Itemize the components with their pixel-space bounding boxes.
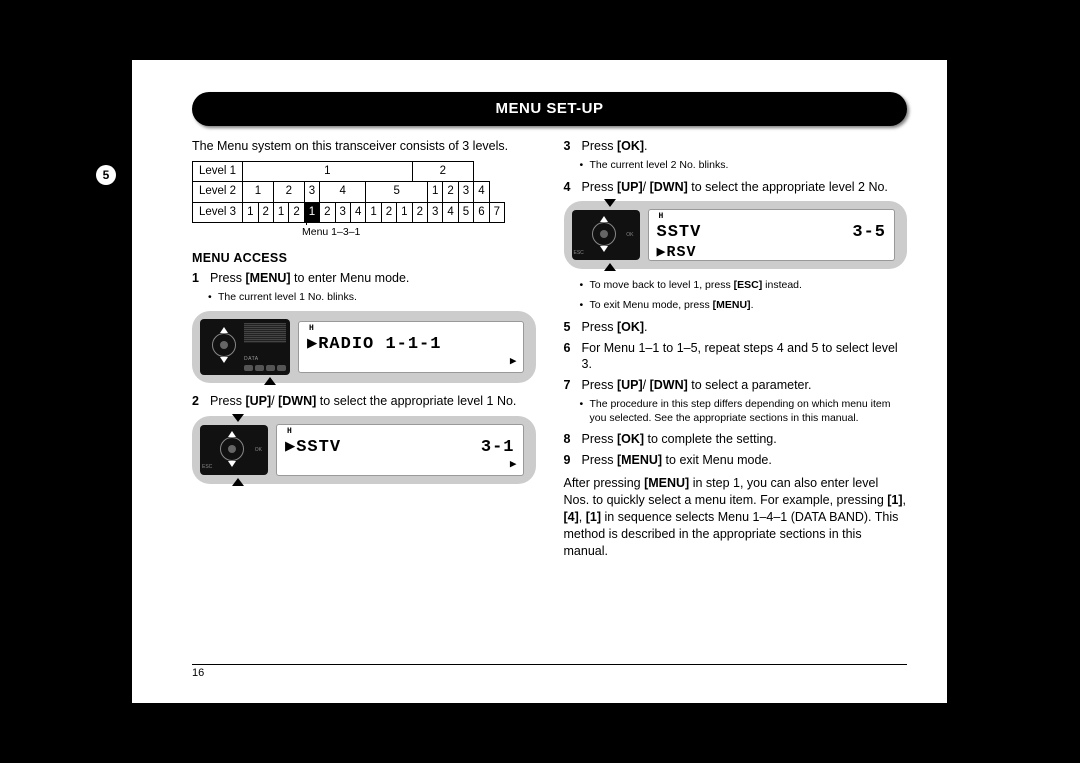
page-footer: 16 — [192, 664, 907, 679]
row-label: Level 1 — [193, 161, 243, 182]
section-title: MENU ACCESS — [192, 250, 536, 267]
device-illustration: ESCOK H SSTV 3-5 ▶RSV — [564, 201, 908, 269]
lcd-display: H▶RADIO 1-1-1▶ — [298, 321, 524, 373]
left-column: The Menu system on this transceiver cons… — [192, 138, 536, 566]
step-number: 2 — [192, 393, 199, 410]
step-item: 4Press [UP]/ [DWN] to select the appropr… — [564, 179, 908, 196]
step-item: 8Press [OK] to complete the setting. — [564, 431, 908, 448]
page-number: 16 — [192, 667, 204, 679]
step-item: 3Press [OK]. — [564, 138, 908, 155]
step-note: The current level 1 No. blinks. — [192, 291, 536, 305]
step-note: The procedure in this step differs depen… — [564, 398, 908, 425]
step-number: 7 — [564, 377, 571, 394]
left-steps: 1Press [MENU] to enter Menu mode. The cur… — [192, 270, 536, 483]
step-number: 3 — [564, 138, 571, 155]
manual-page: MENU SET-UP 5 The Menu system on this tr… — [132, 60, 947, 703]
step-number: 4 — [564, 179, 571, 196]
step-item: 7Press [UP]/ [DWN] to select a parameter… — [564, 377, 908, 394]
step-item: 2Press [UP]/ [DWN] to select the appropr… — [192, 393, 536, 410]
closing-paragraph: After pressing [MENU] in step 1, you can… — [564, 475, 908, 559]
step-number: 1 — [192, 270, 199, 287]
keypad-icon: ESCOK — [572, 210, 640, 260]
lcd-display: H▶SSTV3-1▶ — [276, 424, 524, 476]
arrow-down-icon — [264, 377, 276, 385]
arrow-up-icon — [604, 199, 616, 207]
right-steps-a: 3Press [OK]. The current level 2 No. blin… — [564, 138, 908, 195]
keypad-icon: ESCOK — [200, 425, 268, 475]
step-item: 1Press [MENU] to enter Menu mode. — [192, 270, 536, 287]
step-number: 8 — [564, 431, 571, 448]
arrow-down-icon — [232, 478, 244, 486]
lcd-display: H SSTV 3-5 ▶RSV — [648, 209, 896, 261]
step-number: 6 — [564, 340, 571, 357]
note-item: To exit Menu mode, press [MENU]. — [564, 299, 908, 313]
table-row: Level 1 1 2 — [193, 161, 505, 182]
arrow-up-icon — [232, 414, 244, 422]
row-label: Level 3 — [193, 202, 243, 223]
level-table: Level 1 1 2 Level 2 1 2 3 4 5 1234 Level… — [192, 161, 505, 224]
intro-text: The Menu system on this transceiver cons… — [192, 138, 536, 155]
chapter-header: MENU SET-UP — [192, 92, 907, 126]
device-illustration: DATAH▶RADIO 1-1-1▶ — [192, 311, 536, 383]
right-steps-b: 5Press [OK]. 6For Menu 1–1 to 1–5, repeat… — [564, 319, 908, 470]
step-item: 9Press [MENU] to exit Menu mode. — [564, 452, 908, 469]
table-row: Level 3 12 12 1 234 12 1234567 — [193, 202, 505, 223]
right-notes: To move back to level 1, press [ESC] ins… — [564, 279, 908, 312]
step-number: 5 — [564, 319, 571, 336]
step-item: 5Press [OK]. — [564, 319, 908, 336]
device-illustration: ESCOKH▶SSTV3-1▶ — [192, 416, 536, 484]
step-note: The current level 2 No. blinks. — [564, 159, 908, 173]
note-item: To move back to level 1, press [ESC] ins… — [564, 279, 908, 293]
step-item: 6For Menu 1–1 to 1–5, repeat steps 4 and… — [564, 340, 908, 374]
table-row: Level 2 1 2 3 4 5 1234 — [193, 182, 505, 203]
arrow-down-icon — [604, 263, 616, 271]
menu-ref-label: Menu 1–3–1 — [302, 225, 536, 239]
chapter-tab: 5 — [74, 160, 122, 190]
keypad-icon: DATA — [200, 319, 290, 375]
right-column: 3Press [OK]. The current level 2 No. blin… — [564, 138, 908, 566]
chapter-title: MENU SET-UP — [192, 92, 907, 126]
chapter-number: 5 — [96, 165, 116, 185]
row-label: Level 2 — [193, 182, 243, 203]
step-number: 9 — [564, 452, 571, 469]
